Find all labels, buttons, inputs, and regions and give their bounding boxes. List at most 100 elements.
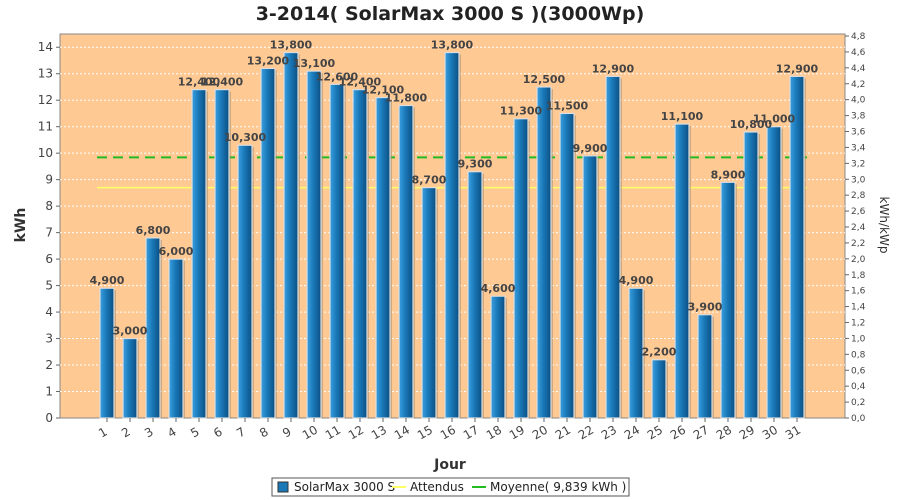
bar	[697, 314, 713, 419]
data-label: 8,700	[412, 174, 447, 187]
x-tick-label: 15	[415, 423, 435, 443]
bar	[283, 51, 299, 419]
x-tick-label: 6	[211, 425, 225, 441]
y-tick-label: 10	[38, 146, 53, 160]
bar	[766, 126, 782, 419]
y-tick-label: 0	[45, 411, 53, 425]
y-right-tick-label: 3,4	[851, 143, 866, 153]
y-tick-label: 4	[45, 305, 53, 319]
legend-label: Attendus	[410, 480, 464, 494]
data-label: 11,300	[500, 105, 543, 118]
x-tick-label: 28	[714, 423, 734, 443]
y-right-tick-label: 3,2	[851, 159, 865, 169]
data-label: 4,600	[481, 282, 516, 295]
x-tick-label: 20	[530, 423, 550, 443]
x-tick-label: 10	[300, 423, 320, 443]
data-label: 11,100	[661, 110, 704, 123]
data-label: 12,400	[339, 76, 382, 89]
bar	[260, 67, 276, 419]
data-label: 8,900	[711, 168, 746, 181]
legend-label: Moyenne( 9,839 kWh )	[490, 480, 626, 494]
x-tick-label: 16	[438, 423, 458, 443]
bar	[168, 258, 184, 419]
data-label: 12,900	[776, 62, 819, 75]
x-tick-label: 25	[645, 423, 665, 443]
bar	[789, 75, 805, 419]
bar	[237, 144, 253, 419]
y-right-tick-label: 4,8	[851, 32, 866, 42]
legend-swatch	[277, 481, 289, 493]
data-label: 12,900	[592, 62, 635, 75]
data-label: 13,800	[270, 39, 313, 52]
x-tick-label: 21	[553, 423, 573, 443]
y-right-tick-label: 2,6	[851, 207, 866, 217]
data-label: 12,500	[523, 73, 566, 86]
data-label: 3,000	[113, 325, 148, 338]
y-right-tick-label: 3,6	[851, 128, 866, 138]
y-right-tick-label: 1,6	[851, 287, 866, 297]
x-axis: 1 2 3 4 5 6 7 8 9 10 11 12 13 14 15 16 17 18 19 20 21 22 23 24 2…	[96, 418, 803, 442]
x-tick-label: 1	[96, 425, 110, 441]
data-label: 9,900	[573, 142, 608, 155]
data-label: 10,800	[730, 118, 773, 131]
y-right-tick-label: 1,4	[851, 303, 866, 313]
x-tick-label: 22	[576, 423, 596, 443]
legend: SolarMax 3000 S Attendus Moyenne( 9,839 kW…	[271, 477, 630, 497]
y-axis-right-title: kWh/kWp	[877, 197, 891, 254]
y-right-tick-label: 3,0	[851, 175, 866, 185]
x-tick-label: 12	[346, 423, 366, 443]
x-tick-label: 24	[622, 423, 642, 443]
y-right-tick-label: 0,2	[851, 398, 865, 408]
data-label: 12,100	[362, 84, 405, 97]
bar	[122, 337, 138, 419]
legend-label: SolarMax 3000 S	[294, 480, 395, 494]
data-label: 12,600	[316, 70, 359, 83]
bar	[444, 51, 460, 419]
x-tick-label: 29	[737, 423, 757, 443]
bars-group	[99, 51, 806, 419]
bar	[674, 123, 690, 419]
y-tick-label: 12	[38, 93, 53, 107]
x-tick-label: 30	[760, 423, 780, 443]
x-tick-label: 23	[599, 423, 619, 443]
x-tick-label: 4	[165, 425, 179, 441]
data-label: 12,400	[178, 76, 221, 89]
data-label: 12,400	[201, 76, 244, 89]
y-axis-title: kWh	[13, 208, 29, 243]
y-right-tick-label: 4,2	[851, 80, 865, 90]
y-right-tick-label: 0,8	[851, 350, 866, 360]
bar	[582, 155, 598, 419]
y-right-tick-label: 4,0	[851, 96, 866, 106]
data-label: 11,500	[546, 99, 589, 112]
y-tick-label: 5	[45, 279, 53, 293]
y-tick-label: 8	[45, 199, 53, 213]
bar	[559, 112, 575, 419]
data-label: 6,800	[136, 224, 171, 237]
x-tick-label: 5	[188, 425, 202, 441]
y-tick-label: 14	[38, 40, 53, 54]
data-label: 4,900	[619, 274, 654, 287]
y-right-tick-label: 0,6	[851, 366, 866, 376]
y-right-tick-label: 4,4	[851, 64, 866, 74]
bar	[99, 287, 115, 419]
x-tick-label: 26	[668, 423, 688, 443]
x-tick-label: 2	[119, 425, 133, 441]
x-tick-label: 8	[257, 425, 271, 441]
bar	[398, 104, 414, 419]
y-right-tick-label: 2,2	[851, 239, 865, 249]
data-label: 9,300	[458, 158, 493, 171]
y-right-tick-label: 2,8	[851, 191, 866, 201]
x-tick-label: 11	[323, 423, 343, 443]
bar	[145, 237, 161, 419]
data-label: 4,900	[90, 274, 125, 287]
y-right-tick-label: 2,0	[851, 255, 866, 265]
y-tick-label: 1	[45, 385, 53, 399]
bar	[536, 86, 552, 419]
bar	[720, 181, 736, 419]
x-tick-label: 19	[507, 423, 527, 443]
y-right-tick-label: 1,2	[851, 319, 865, 329]
chart-title: 3-2014( SolarMax 3000 S )(3000Wp)	[256, 3, 645, 25]
y-tick-label: 6	[45, 252, 53, 266]
y-right-tick-label: 0,4	[851, 382, 866, 392]
